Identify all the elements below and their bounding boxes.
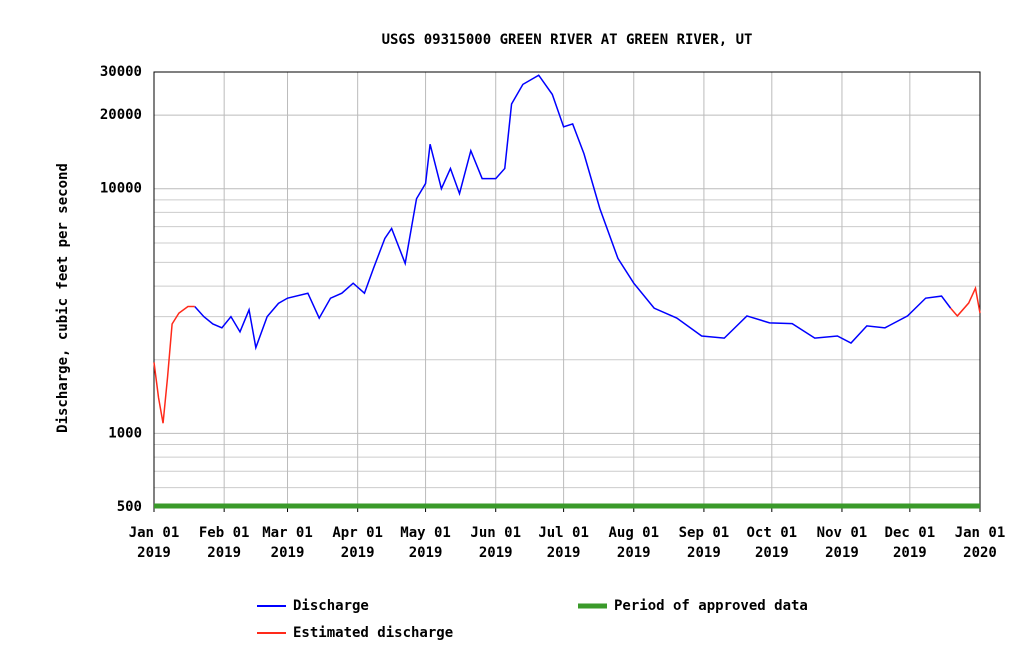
y-tick-label: 1000 — [108, 425, 142, 441]
x-tick-label: 2019 — [207, 545, 241, 561]
x-tick-label: Mar 01 — [262, 525, 313, 541]
x-tick-label: Jun 01 — [470, 525, 521, 541]
x-tick-label: 2019 — [341, 545, 375, 561]
x-tick-label: Nov 01 — [817, 525, 868, 541]
x-tick-label: 2019 — [547, 545, 581, 561]
legend-label: Estimated discharge — [293, 625, 453, 641]
series-line — [153, 285, 981, 424]
x-tick-label: 2019 — [271, 545, 305, 561]
x-tick-label: 2019 — [687, 545, 721, 561]
x-tick-label: Aug 01 — [608, 525, 659, 541]
x-tick-label: Jan 01 — [129, 525, 180, 541]
x-tick-label: Oct 01 — [747, 525, 798, 541]
chart-title: USGS 09315000 GREEN RIVER AT GREEN RIVER… — [382, 32, 753, 48]
x-tick-label: Dec 01 — [885, 525, 936, 541]
x-tick-label: Feb 01 — [199, 525, 250, 541]
x-tick-label: Jul 01 — [538, 525, 589, 541]
x-tick-label: May 01 — [400, 525, 451, 541]
y-tick-label: 20000 — [100, 107, 142, 123]
x-tick-label: 2019 — [617, 545, 651, 561]
x-tick-label: 2020 — [963, 545, 997, 561]
legend-label: Period of approved data — [614, 598, 808, 614]
y-tick-label: 500 — [117, 499, 142, 515]
y-axis-label: Discharge, cubic feet per second — [55, 163, 71, 433]
x-tick-label: Sep 01 — [679, 525, 730, 541]
series-line — [194, 74, 952, 351]
x-tick-label: 2019 — [755, 545, 789, 561]
x-tick-label: Jan 01 — [955, 525, 1006, 541]
y-tick-label: 10000 — [100, 181, 142, 197]
legend-label: Discharge — [293, 598, 369, 614]
x-tick-label: Apr 01 — [332, 525, 383, 541]
plot-frame — [153, 71, 981, 508]
x-tick-label: 2019 — [137, 545, 171, 561]
x-tick-label: 2019 — [409, 545, 443, 561]
y-tick-label: 30000 — [100, 64, 142, 80]
x-tick-label: 2019 — [825, 545, 859, 561]
x-tick-label: 2019 — [893, 545, 927, 561]
x-tick-label: 2019 — [479, 545, 513, 561]
